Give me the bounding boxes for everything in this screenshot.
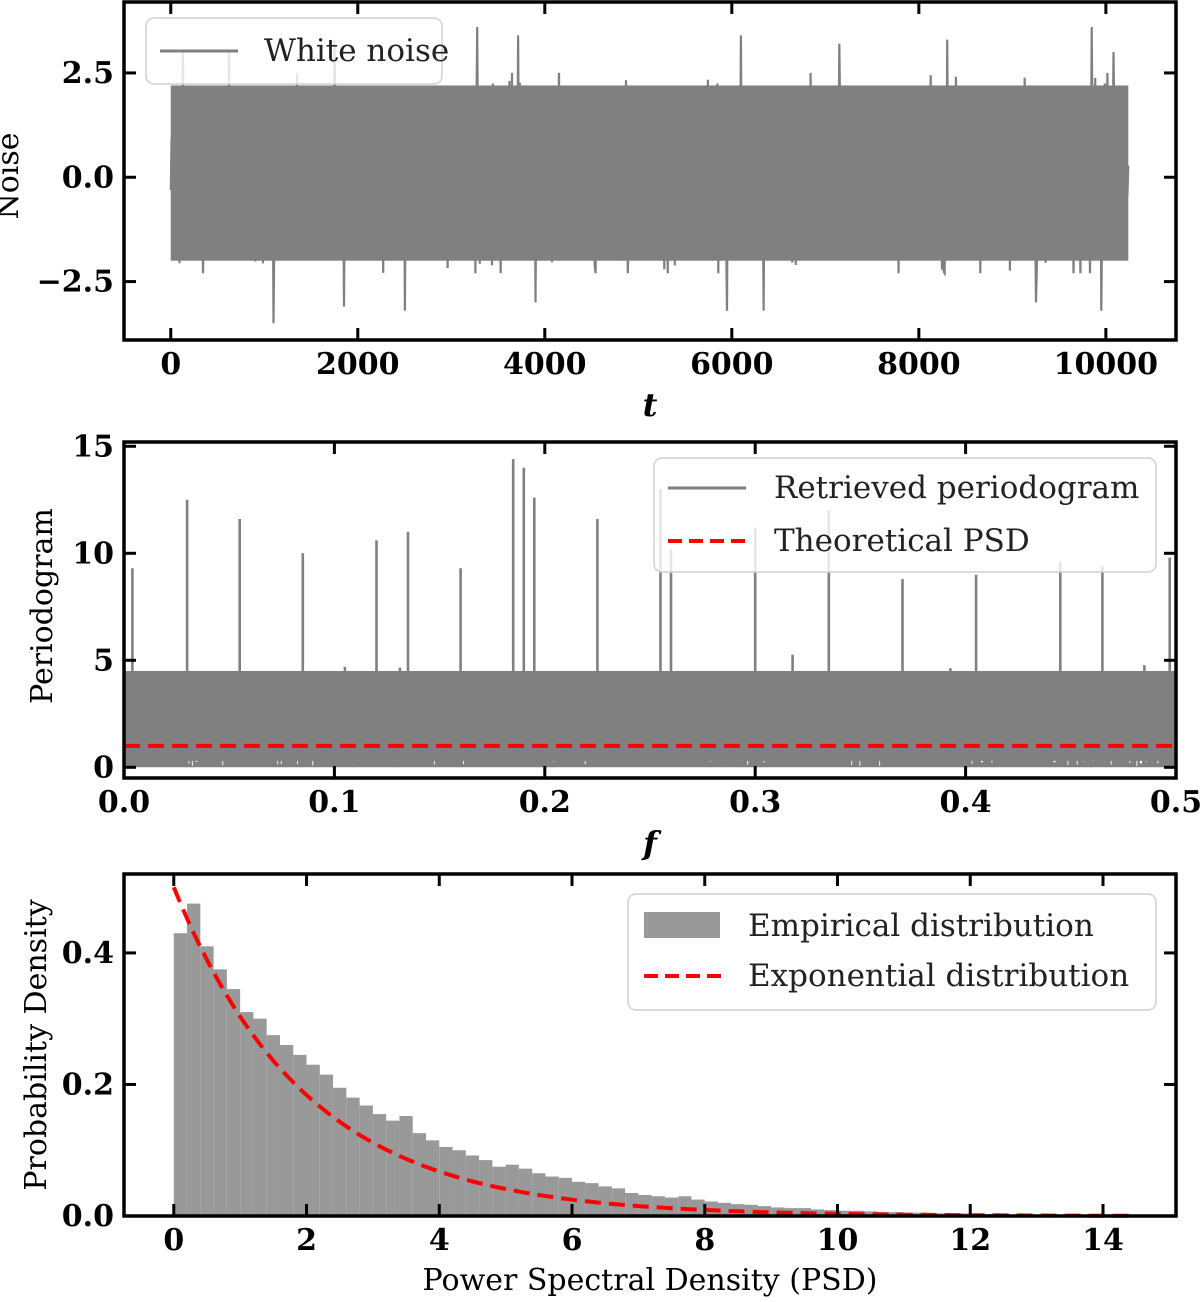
- legend-label-empirical: Empirical distribution: [748, 908, 1094, 944]
- noise-y-axis-label: Noise: [0, 132, 26, 219]
- histogram-bar: [479, 1160, 493, 1216]
- legend-frame: [653, 457, 1157, 573]
- noise-panel: 0 2000 4000 6000 8000 10000 −2.5 0.0 2.5 White n…: [0, 0, 1178, 424]
- histogram-bar: [253, 1018, 267, 1216]
- histogram-bar: [810, 1209, 825, 1216]
- histogram-bar: [598, 1186, 612, 1216]
- legend-label-theoretical-psd: Theoretical PSD: [774, 523, 1030, 559]
- histogram-bar: [611, 1188, 626, 1216]
- distribution-x-axis-label: Power Spectral Density (PSD): [423, 1263, 878, 1298]
- histogram-bar: [718, 1202, 732, 1216]
- y-tick-label: 0.0: [62, 1199, 114, 1234]
- legend-frame: [627, 893, 1157, 1011]
- histogram-bar: [691, 1199, 705, 1216]
- x-tick-label: 6000: [690, 347, 774, 382]
- histogram-bar: [359, 1105, 373, 1216]
- y-tick-label: 0.4: [62, 936, 114, 971]
- y-tick-label: 2.5: [62, 56, 114, 91]
- histogram-bar: [465, 1155, 480, 1216]
- histogram-bar: [439, 1146, 453, 1216]
- x-tick-label: 12: [949, 1223, 991, 1258]
- histogram-bar: [837, 1210, 851, 1216]
- histogram-bar: [187, 903, 201, 1216]
- histogram-bar: [412, 1133, 426, 1216]
- histogram-bar: [452, 1150, 466, 1216]
- y-tick-label: 15: [72, 429, 114, 464]
- distribution-panel: 0 2 4 6 8 10 12 14 0.0 0.2 0.4 Empirical distribut…: [19, 872, 1178, 1298]
- histogram-bar: [213, 969, 227, 1216]
- x-tick-label: 10: [817, 1223, 859, 1258]
- periodogram-panel: 0.0 0.1 0.2 0.3 0.4 0.5 0 5 10 15 Retrieved perio…: [25, 429, 1200, 862]
- legend-label-white-noise: White noise: [264, 33, 449, 69]
- x-tick-label: 14: [1082, 1223, 1124, 1258]
- distribution-y-axis-label: Probability Density: [19, 899, 54, 1190]
- x-tick-label: 4: [429, 1223, 450, 1258]
- histogram-bar: [346, 1097, 360, 1216]
- periodogram-plot-area: 0.0 0.1 0.2 0.3 0.4 0.5 0 5 10 15: [72, 429, 1200, 820]
- histogram-bar: [306, 1064, 320, 1216]
- histogram-bar: [333, 1087, 347, 1216]
- x-tick-label: 8: [694, 1223, 715, 1258]
- legend-label-exponential: Exponential distribution: [748, 958, 1129, 994]
- x-tick-label: 0: [160, 347, 181, 382]
- y-tick-label: 0.0: [62, 160, 114, 195]
- x-tick-label: 10000: [1054, 347, 1158, 382]
- y-tick-label: −2.5: [37, 265, 114, 300]
- x-tick-label: 4000: [503, 347, 587, 382]
- noise-x-axis-label: t: [643, 386, 658, 424]
- histogram-bar: [505, 1164, 519, 1216]
- x-tick-label: 0.0: [98, 785, 150, 820]
- distribution-legend: Empirical distribution Exponential distr…: [627, 893, 1157, 1011]
- periodogram-x-axis-label: f: [641, 824, 662, 862]
- plot-frame: [122, 872, 1178, 1218]
- histogram-bar: [173, 933, 188, 1216]
- distribution-plot-area: 0 2 4 6 8 10 12 14 0.0 0.2 0.4: [62, 872, 1178, 1258]
- noise-series-line: [169, 26, 1130, 324]
- x-tick-label: 0.5: [1150, 785, 1200, 820]
- x-tick-label: 0.4: [939, 785, 991, 820]
- y-tick-label: 5: [93, 643, 114, 678]
- legend-patch-empirical: [644, 912, 720, 938]
- histogram-bar: [279, 1045, 294, 1216]
- histogram-bar: [492, 1166, 506, 1216]
- x-tick-label: 2000: [316, 347, 400, 382]
- x-tick-label: 8000: [877, 347, 961, 382]
- histogram-bar: [200, 946, 214, 1216]
- x-tick-label: 0: [163, 1223, 184, 1258]
- histogram-bar: [240, 1012, 254, 1216]
- histogram-bar: [585, 1183, 599, 1216]
- histogram-bar: [226, 989, 241, 1216]
- periodogram-y-axis-label: Periodogram: [25, 508, 60, 704]
- noise-plot-area: 0 2000 4000 6000 8000 10000 −2.5 0.0 2.5: [37, 0, 1178, 382]
- histogram-bar: [386, 1120, 400, 1216]
- y-tick-label: 0.2: [62, 1067, 114, 1102]
- y-tick-label: 0: [93, 750, 114, 785]
- x-tick-label: 6: [562, 1223, 583, 1258]
- histogram-bar: [678, 1196, 692, 1216]
- x-tick-label: 0.3: [729, 785, 781, 820]
- histogram-bar: [399, 1116, 413, 1216]
- histogram-bar: [372, 1114, 387, 1216]
- x-tick-label: 2: [296, 1223, 317, 1258]
- histogram-bar: [319, 1074, 334, 1216]
- histogram-bar: [425, 1140, 440, 1216]
- plot-frame: [122, 0, 1178, 342]
- histogram-bar: [572, 1181, 586, 1216]
- legend-frame: [145, 17, 443, 85]
- x-tick-label: 0.2: [519, 785, 571, 820]
- histogram-bar: [625, 1192, 639, 1216]
- histogram-bar: [293, 1054, 307, 1216]
- noise-legend: White noise: [145, 17, 449, 85]
- plot-frame: [122, 440, 1178, 780]
- histogram-bar: [864, 1211, 878, 1216]
- histogram-bar: [266, 1035, 280, 1216]
- legend-label-retrieved-periodogram: Retrieved periodogram: [774, 470, 1139, 506]
- periodogram-legend: Retrieved periodogram Theoretical PSD: [653, 457, 1157, 573]
- x-tick-label: 0.1: [308, 785, 360, 820]
- histogram-bar: [744, 1204, 758, 1216]
- y-tick-label: 10: [72, 536, 114, 571]
